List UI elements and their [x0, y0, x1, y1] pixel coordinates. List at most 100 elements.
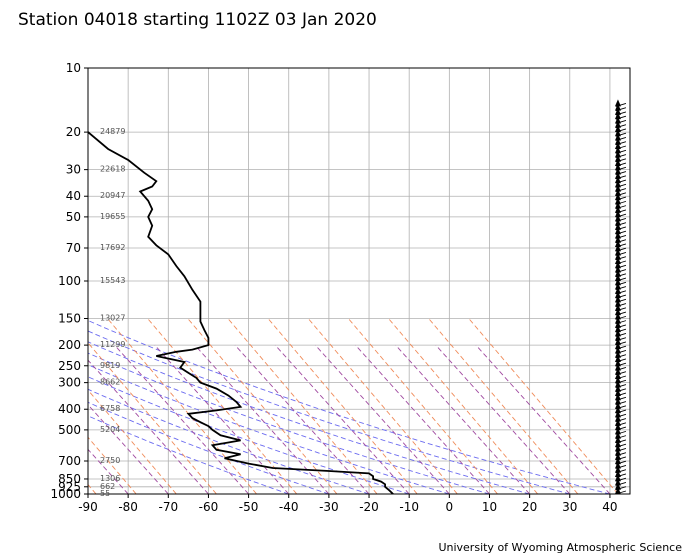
- y-tick-label: 10: [66, 61, 81, 75]
- wind-barb-flag: [614, 359, 621, 367]
- wind-barb-flag: [614, 201, 621, 209]
- wind-barb-flag: [614, 210, 621, 218]
- wind-barb-flag: [614, 393, 621, 401]
- wind-barb-flag: [614, 320, 621, 328]
- wind-barb-flag: [614, 167, 621, 175]
- x-tick-label: 40: [602, 500, 617, 514]
- wind-barb-flag: [614, 474, 621, 482]
- wind-barb-flag: [614, 389, 621, 397]
- wind-barb-flag: [614, 431, 621, 439]
- x-tick-label: 10: [482, 500, 497, 514]
- wind-barb-flag: [614, 478, 621, 486]
- wind-barb-flag: [614, 376, 621, 384]
- moist-adiabat-line: [88, 483, 97, 494]
- moist-adiabat-line: [468, 318, 619, 494]
- y-tick-label: 700: [58, 454, 81, 468]
- wind-barb-flag: [614, 342, 621, 350]
- wind-barb-flag: [614, 107, 621, 115]
- wind-barb-flag: [614, 440, 621, 448]
- temperature-line: [88, 131, 394, 494]
- wind-barb-flag: [614, 295, 621, 303]
- wind-barb-flag: [614, 465, 621, 473]
- moist-adiabat-line: [428, 318, 579, 494]
- x-tick-label: -30: [319, 500, 339, 514]
- wind-barb-flag: [614, 444, 621, 452]
- height-label: 1306: [100, 474, 120, 483]
- y-tick-label: 200: [58, 338, 81, 352]
- y-tick-label: 150: [58, 312, 81, 326]
- moist-adiabat-line: [227, 318, 378, 494]
- x-tick-label: -60: [199, 500, 219, 514]
- height-label: 24879: [100, 127, 125, 136]
- mixing-ratio-line: [114, 344, 249, 494]
- wind-barb-flag: [614, 197, 621, 205]
- wind-barb-flag: [614, 193, 621, 201]
- wind-barb-flag: [614, 325, 621, 333]
- wind-barb-flag: [614, 363, 621, 371]
- wind-barb-flag: [614, 410, 621, 418]
- wind-barb-flag: [614, 214, 621, 222]
- y-tick-label: 500: [58, 423, 81, 437]
- wind-barb-flag: [614, 278, 621, 286]
- x-tick-label: -70: [158, 500, 178, 514]
- height-label: 9819: [100, 361, 120, 370]
- wind-barb-flag: [614, 452, 621, 460]
- height-label: 19655: [100, 212, 125, 221]
- height-label: 8662: [100, 378, 120, 387]
- wind-barb-flag: [614, 124, 621, 132]
- wind-barb-flag: [614, 299, 621, 307]
- height-label: 13027: [100, 314, 125, 323]
- moist-adiabat-line: [107, 318, 257, 494]
- moist-adiabat-line: [307, 318, 458, 494]
- wind-barb-flag: [614, 371, 621, 379]
- wind-barb-flag: [614, 244, 621, 252]
- wind-barb-flag: [614, 171, 621, 179]
- height-label: 2750: [100, 456, 120, 465]
- moist-adiabat-line: [88, 342, 217, 494]
- wind-barb-flag: [614, 176, 621, 184]
- wind-barb-flag: [614, 303, 621, 311]
- moist-adiabat-line: [88, 389, 177, 494]
- x-tick-label: -40: [279, 500, 299, 514]
- wind-barb-flag: [614, 252, 621, 260]
- wind-barb-flag: [614, 418, 621, 426]
- wind-barb-flag: [614, 99, 621, 107]
- wind-barb-flag: [614, 329, 621, 337]
- y-tick-label: 40: [66, 189, 81, 203]
- height-label: 20947: [100, 191, 125, 200]
- wind-barb-flag: [614, 269, 621, 277]
- x-tick-label: 30: [562, 500, 577, 514]
- wind-barb-flag: [614, 159, 621, 167]
- mixing-ratio-line: [395, 344, 530, 494]
- wind-barb-flag: [614, 384, 621, 392]
- wind-barb-flag: [614, 133, 621, 141]
- wind-barb-flag: [614, 367, 621, 375]
- credit-text: University of Wyoming Atmospheric Scienc…: [438, 541, 682, 554]
- wind-barb-flag: [614, 291, 621, 299]
- wind-barb-flag: [614, 154, 621, 162]
- wind-barb-flag: [614, 312, 621, 320]
- grid: [87, 67, 630, 495]
- wind-barb-flag: [614, 346, 621, 354]
- height-label: 6758: [100, 404, 120, 413]
- wind-barb-flag: [614, 163, 621, 171]
- y-tick-label: 850: [58, 472, 81, 486]
- x-tick-label: 20: [522, 500, 537, 514]
- dry-adiabat-line: [88, 364, 450, 494]
- wind-barb-flag: [614, 354, 621, 362]
- x-tick-label: -90: [78, 500, 98, 514]
- wind-barb-flag: [614, 227, 621, 235]
- mixing-ratio-line: [88, 359, 209, 494]
- wind-barb-flag: [614, 112, 621, 120]
- wind-barb-flag: [614, 427, 621, 435]
- y-tick-label: 300: [58, 376, 81, 390]
- x-tick-label: -80: [118, 500, 138, 514]
- wind-barb-flag: [614, 316, 621, 324]
- wind-barb-flag: [614, 469, 621, 477]
- wind-barb-flag: [614, 406, 621, 414]
- wind-barb-flag: [614, 146, 621, 154]
- height-label: 5204: [100, 425, 120, 434]
- wind-barbs: [614, 99, 627, 495]
- y-tick-label: 250: [58, 359, 81, 373]
- wind-barb-flag: [614, 274, 621, 282]
